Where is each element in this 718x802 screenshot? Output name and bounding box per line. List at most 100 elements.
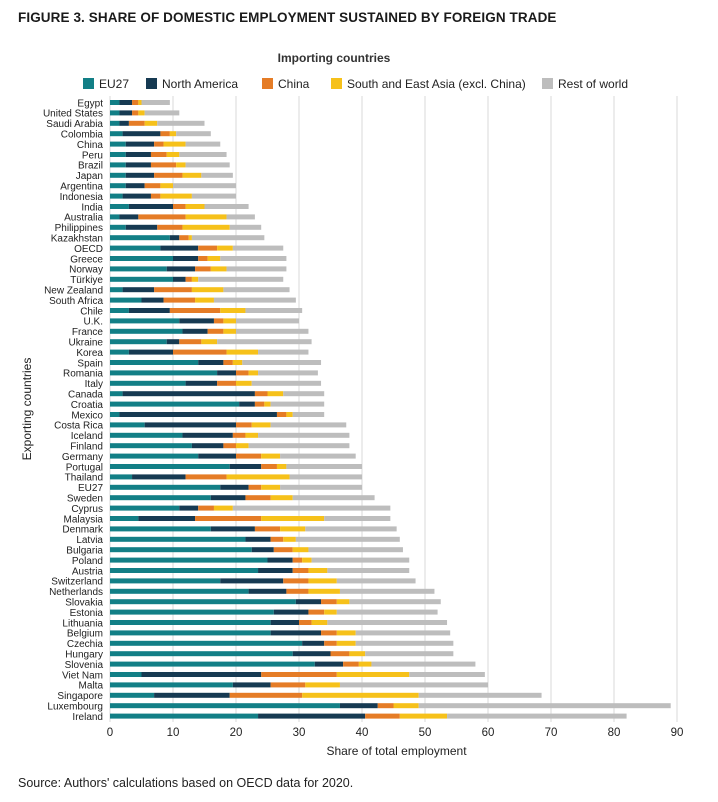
y-tick-label: OECD [74, 244, 103, 255]
bar-segment [110, 349, 129, 355]
legend-label-0: EU27 [99, 77, 129, 91]
bar-segment [195, 516, 262, 521]
bar-segment [270, 422, 347, 428]
bar-segment [125, 224, 158, 230]
bar-segment [144, 183, 161, 189]
bar-segment [308, 578, 337, 584]
y-tick-label: France [72, 327, 104, 338]
bar-segment [236, 370, 249, 376]
bar-segment [226, 349, 259, 355]
y-tick-label: Egypt [77, 98, 103, 109]
bar-segment [125, 141, 155, 147]
bar-segment [305, 526, 397, 532]
x-tick-label: 50 [419, 727, 432, 739]
y-tick-label: Germany [62, 452, 103, 463]
bar-segment [343, 661, 359, 667]
bar-segment [261, 484, 281, 490]
y-tick-label: EU27 [78, 483, 103, 494]
stacked-bar-chart: Importing countries EU27 North America Chin… [20, 51, 684, 758]
y-tick-label: Latvia [76, 535, 103, 546]
bar-segment [173, 256, 199, 261]
x-tick-label: 90 [671, 727, 684, 739]
y-tick-label: Lithuania [62, 618, 103, 629]
bar-segment [157, 120, 205, 126]
bar-segment [336, 599, 350, 605]
bar-segment [213, 318, 224, 324]
bar-segment [122, 193, 151, 199]
bar-segment [110, 412, 120, 417]
bar-segment [308, 547, 403, 553]
bar-segment [292, 412, 325, 417]
bar-segment [232, 432, 246, 438]
bar-segment [128, 204, 173, 209]
bar-segment [336, 609, 438, 615]
bar-segment [138, 110, 145, 116]
bar-segment [226, 266, 287, 272]
x-tick-label: 70 [545, 727, 558, 739]
bar-segment [110, 152, 126, 157]
x-tick-label: 20 [230, 727, 243, 739]
bar-segment [179, 505, 199, 511]
bar-segment [418, 692, 542, 698]
bar-segment [270, 682, 306, 688]
bar-segment [229, 464, 262, 469]
bar-segment [327, 620, 448, 625]
y-tick-label: Türkiye [70, 275, 103, 286]
bar-segment [110, 692, 155, 698]
bar-segment [339, 682, 488, 688]
bar-segment [232, 245, 284, 251]
bar-segment [229, 224, 262, 230]
bar-segment [110, 422, 145, 428]
bar-segment [308, 588, 340, 594]
y-tick-label: Netherlands [49, 587, 103, 598]
y-tick-label: Korea [76, 348, 103, 359]
bar-segment [160, 193, 192, 199]
y-tick-label: Costa Rica [54, 421, 103, 432]
legend-swatch-1 [146, 78, 157, 89]
bar-segment [292, 495, 375, 501]
bar-segment [418, 703, 671, 709]
bar-segment [336, 672, 410, 677]
y-tick-label: Portugal [66, 462, 103, 473]
bar-segment [128, 349, 173, 355]
bar-segment [305, 682, 340, 688]
bar-segment [213, 505, 233, 511]
x-tick-label: 40 [356, 727, 369, 739]
legend-swatch-0 [83, 78, 94, 89]
y-tick-label: United States [43, 109, 103, 120]
y-tick-label: Malaysia [64, 514, 104, 525]
bar-segment [185, 141, 221, 147]
bar-segment [125, 183, 145, 189]
bar-segment [182, 432, 233, 438]
bar-segment [226, 214, 255, 220]
bar-segment [191, 276, 199, 282]
bar-segment [198, 245, 218, 251]
bar-segment [110, 141, 126, 147]
bar-segment [179, 152, 227, 157]
bar-segment [110, 235, 170, 241]
bar-segment [270, 401, 325, 407]
bar-segment [110, 640, 303, 646]
bar-segment [185, 214, 227, 220]
bar-segment [160, 131, 170, 137]
y-tick-label: Spain [77, 358, 103, 369]
bar-segment [223, 360, 233, 365]
bar-segment [308, 568, 328, 573]
bar-segment [292, 557, 303, 563]
bar-segment [163, 141, 186, 147]
bar-segment [236, 318, 299, 324]
bar-segment [261, 516, 325, 521]
bar-segment [280, 453, 356, 459]
y-tick-label: Mexico [71, 410, 103, 421]
bar-segment [110, 557, 268, 563]
bar-segment [132, 100, 139, 105]
bar-segment [258, 713, 366, 719]
bar-segment [110, 453, 199, 459]
y-tick-label: Denmark [62, 525, 104, 536]
bar-segment [204, 204, 249, 209]
bar-segment [110, 526, 211, 532]
bar-segment [138, 100, 142, 105]
x-axis-title: Share of total employment [326, 744, 467, 758]
bar-segment [236, 453, 262, 459]
y-tick-label: Iceland [71, 431, 103, 442]
